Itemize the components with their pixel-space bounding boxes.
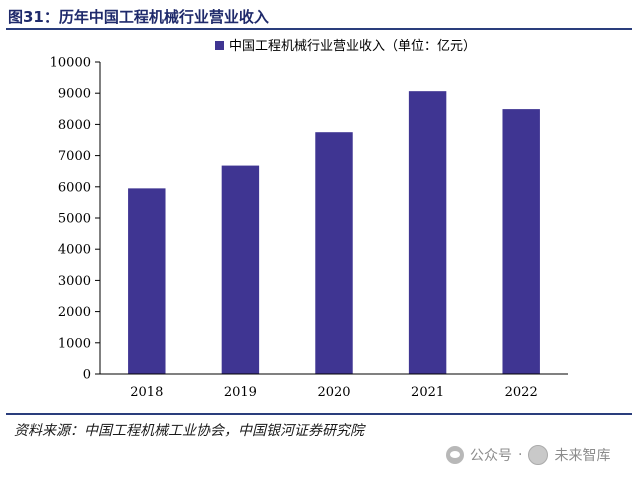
wechat-icon: [446, 446, 464, 464]
x-axis: 2018 2019 2020 2021 2022: [100, 373, 568, 400]
y-tick-label: 2000: [58, 305, 91, 320]
y-tick-label: 0: [83, 368, 91, 383]
watermark: 公众号 · 未来智库: [446, 440, 610, 470]
bar-2022: [502, 109, 540, 374]
title-divider: [6, 28, 632, 30]
y-tick-label: 1000: [58, 336, 91, 351]
avatar: [528, 445, 549, 465]
y-tick-label: 9000: [58, 87, 91, 102]
watermark-name: 未来智库: [554, 448, 611, 464]
x-tick-label: 2020: [317, 385, 350, 400]
watermark-separator: ·: [518, 447, 523, 463]
watermark-account-label: 公众号: [470, 448, 512, 464]
y-tick-label: 7000: [58, 149, 91, 164]
y-tick-label: 5000: [58, 212, 91, 227]
y-axis: 0 1000 2000 3000 4000 5000 6000 7000 8000 9000 100…: [50, 56, 101, 383]
y-tick-label: 6000: [58, 180, 91, 195]
legend-swatch: [215, 41, 224, 50]
legend-label: 中国工程机械行业营业收入（单位：亿元）: [229, 39, 476, 54]
bar-2019: [221, 165, 260, 374]
bar-2020: [315, 132, 353, 374]
x-tick-label: 2018: [130, 385, 163, 400]
y-tick-label: 3000: [58, 274, 91, 289]
chart-legend: 中国工程机械行业营业收入（单位：亿元）: [215, 39, 476, 54]
y-tick-label: 4000: [58, 243, 91, 258]
bar-2018: [128, 188, 166, 374]
figure-title: 图31：历年中国工程机械行业营业收入: [8, 8, 269, 26]
source-note: 资料来源：中国工程机械工业协会，中国银河证券研究院: [14, 423, 364, 439]
bar-2021: [408, 91, 447, 374]
y-tick-label: 8000: [58, 118, 91, 133]
source-divider: [6, 413, 632, 415]
x-tick-label: 2019: [224, 385, 257, 400]
bar-chart: 中国工程机械行业营业收入（单位：亿元） 0 1000 2000 3000 4000 500…: [50, 39, 568, 400]
x-tick-label: 2022: [505, 385, 538, 400]
x-tick-label: 2021: [411, 385, 444, 400]
y-tick-label: 10000: [50, 56, 91, 71]
bar-series: [128, 91, 540, 374]
